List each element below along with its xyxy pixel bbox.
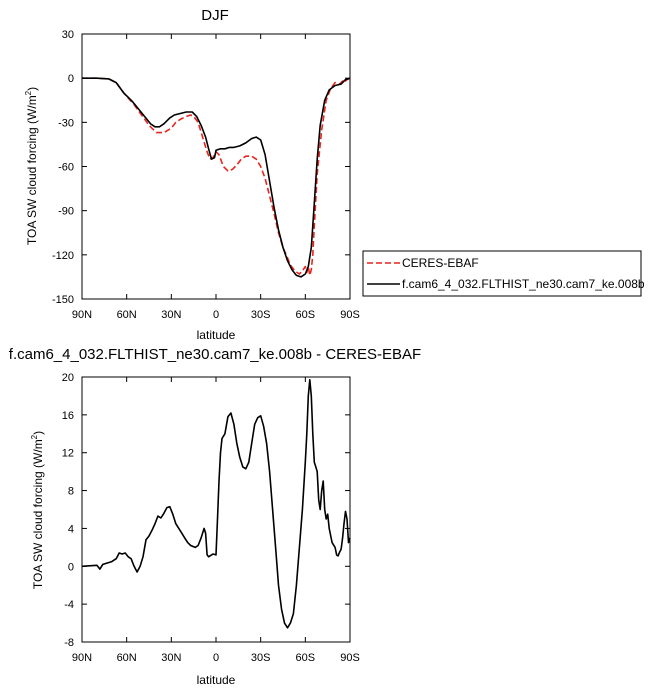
bottom-y-tick-label: 4 [68,523,74,535]
top-chart-title: DJF [201,7,229,24]
top-x-tick-label: 60N [117,309,137,321]
legend-frame [362,250,642,297]
bottom-panel: f.cam6_4_032.FLTHIST_ne30.cam7_ke.008b -… [9,346,421,687]
bottom-x-tick-label: 90S [340,652,360,664]
top-y-tick-label: -120 [52,250,74,262]
top-panel: DJF 30 0 -30 -60 -90 -120 -150 90N 60N 30N 0 30S 60… [24,7,360,342]
top-x-axis-label: latitude [197,328,236,342]
bottom-plot-frame [81,376,351,643]
bottom-x-tick-label: 0 [213,652,219,664]
bottom-x-tick-label: 30N [161,652,181,664]
bottom-y-tick-label: -4 [64,599,74,611]
bottom-y-tick-label: -8 [64,637,74,649]
top-x-tick-label: 30N [161,309,181,321]
top-y-tick-label: 30 [62,29,74,41]
top-y-ticks: 30 0 -30 -60 -90 -120 -150 [52,29,350,306]
bottom-y-axis-label: TOA SW cloud forcing (W/m2) [30,431,45,589]
top-x-tick-label: 90S [340,309,360,321]
bottom-y-tick-label: 20 [62,372,74,384]
bottom-chart-title: f.cam6_4_032.FLTHIST_ne30.cam7_ke.008b -… [9,346,421,363]
bottom-series-line-0 [81,379,351,629]
legend-label-ceres: CERES-EBAF [402,256,479,270]
top-x-tick-label: 30S [251,309,271,321]
top-x-tick-label: 90N [72,309,92,321]
bottom-y-tick-label: 0 [68,561,74,573]
top-series-line-0 [82,77,351,277]
top-x-tick-label: 60S [296,309,316,321]
top-x-ticks: 90N 60N 30N 0 30S 60S 90S [72,34,360,321]
top-y-tick-label: -90 [58,206,74,218]
top-series-line-1 [82,77,351,278]
top-y-axis-label: TOA SW cloud forcing (W/m2) [24,87,39,245]
top-x-tick-label: 0 [213,309,219,321]
top-y-tick-label: -60 [58,162,74,174]
bottom-y-tick-label: 12 [62,448,74,460]
bottom-series-lines [81,379,351,629]
bottom-x-tick-label: 60N [117,652,137,664]
top-y-tick-label: 0 [68,73,74,85]
legend: CERES-EBAF f.cam6_4_032.FLTHIST_ne30.cam… [362,250,645,297]
legend-label-model: f.cam6_4_032.FLTHIST_ne30.cam7_ke.008b [402,277,645,291]
bottom-y-tick-label: 16 [62,410,74,422]
bottom-x-tick-label: 60S [296,652,316,664]
top-series-lines [82,77,351,278]
bottom-x-tick-label: 90N [72,652,92,664]
bottom-y-tick-label: 8 [68,486,74,498]
top-y-tick-label: -30 [58,117,74,129]
bottom-x-axis-label: latitude [197,673,236,687]
bottom-y-ticks: 20 16 12 8 4 0 -4 -8 [62,372,350,649]
bottom-x-ticks: 90N 60N 30N 0 30S 60S 90S [72,377,360,664]
top-y-tick-label: -150 [52,294,74,306]
bottom-x-tick-label: 30S [251,652,271,664]
